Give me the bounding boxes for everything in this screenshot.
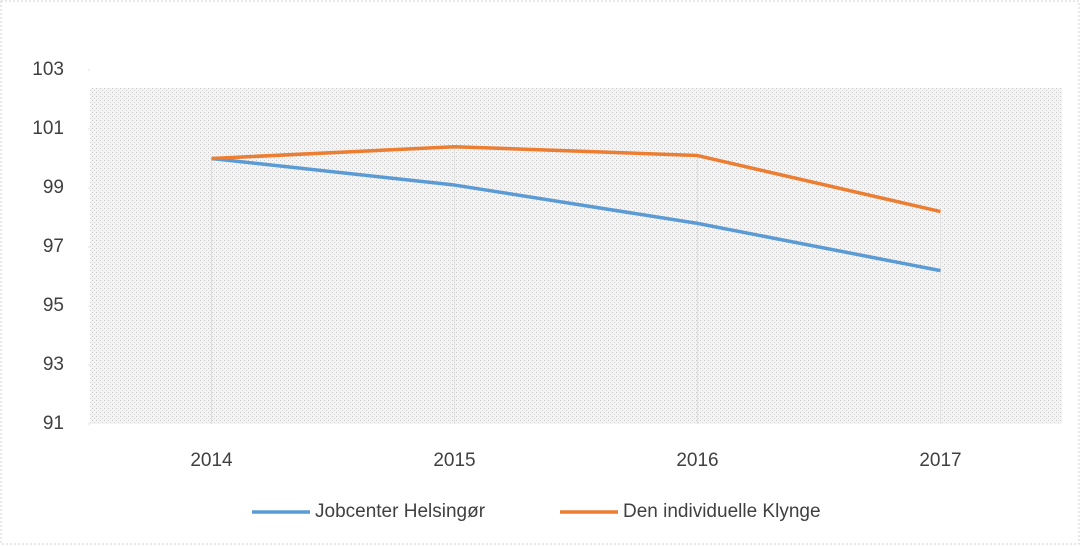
y-tick-label: 99 bbox=[43, 177, 64, 198]
x-tick-label: 2014 bbox=[190, 450, 233, 471]
legend-label: Jobcenter Helsingør bbox=[315, 501, 486, 522]
plot-background bbox=[90, 88, 1062, 424]
y-tick-label: 91 bbox=[43, 413, 64, 434]
y-tick-label: 95 bbox=[43, 295, 64, 316]
y-tick-label: 101 bbox=[32, 118, 64, 139]
legend-label: Den individuelle Klynge bbox=[623, 501, 821, 522]
series-line bbox=[211, 156, 941, 273]
series-line bbox=[211, 144, 941, 214]
y-tick-label: 97 bbox=[43, 236, 64, 257]
y-tick-label: 93 bbox=[43, 354, 64, 375]
x-tick-label: 2015 bbox=[433, 450, 475, 471]
x-tick-label: 2017 bbox=[919, 450, 961, 471]
x-tick-label: 2016 bbox=[676, 450, 718, 471]
y-tick-label: 103 bbox=[32, 59, 64, 80]
